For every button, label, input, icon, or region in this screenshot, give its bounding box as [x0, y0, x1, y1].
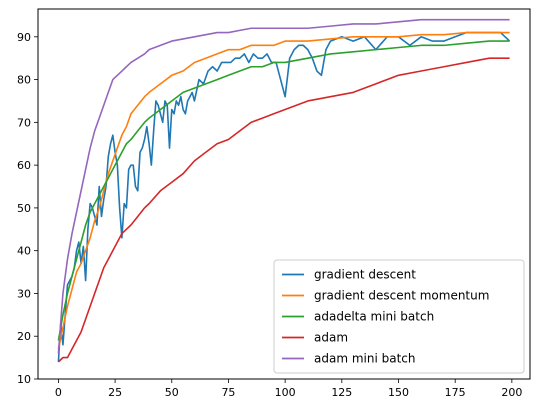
- legend-box: [273, 259, 525, 374]
- legend-label-adam: adam: [314, 331, 348, 345]
- x-tick-label: 100: [275, 386, 296, 399]
- x-tick-label: 50: [165, 386, 179, 399]
- y-tick-label: 90: [17, 31, 31, 44]
- x-tick-label: 0: [55, 386, 62, 399]
- series-line-gradient-descent-momentum: [57, 31, 510, 350]
- x-tick-label: 125: [331, 386, 352, 399]
- y-tick-label: 70: [17, 116, 31, 129]
- y-tick-label: 80: [17, 74, 31, 87]
- x-tick-label: 150: [388, 386, 409, 399]
- legend: gradient descent gradient descent momentu…: [273, 259, 525, 374]
- x-tick-label: 25: [108, 386, 122, 399]
- y-tick-label: 50: [17, 202, 31, 215]
- series-line-adam-mini-batch: [57, 18, 510, 354]
- legend-label-gradient-descent-momentum: gradient descent momentum: [314, 289, 489, 303]
- y-tick-label: 40: [17, 245, 31, 258]
- y-tick-label: 30: [17, 287, 31, 300]
- series-lines: [57, 18, 511, 363]
- y-axis: 10 20 30 40 50 60 70 80 90: [17, 31, 38, 386]
- series-line-adadelta-mini-batch: [57, 40, 510, 341]
- series-line-adam: [57, 57, 510, 363]
- y-tick-label: 60: [17, 159, 31, 172]
- legend-label-gradient-descent: gradient descent: [314, 268, 416, 282]
- x-tick-label: 175: [445, 386, 466, 399]
- series-line-gradient-descent: [57, 31, 511, 362]
- x-tick-label: 75: [221, 386, 235, 399]
- x-tick-label: 200: [501, 386, 522, 399]
- y-tick-label: 10: [17, 373, 31, 386]
- legend-label-adadelta-mini-batch: adadelta mini batch: [314, 310, 434, 324]
- legend-label-adam-mini-batch: adam mini batch: [314, 352, 415, 366]
- x-axis: 0 25 50 75 100 125 150 175 200: [55, 379, 522, 399]
- y-tick-label: 20: [17, 330, 31, 343]
- axes-frame: [37, 8, 531, 380]
